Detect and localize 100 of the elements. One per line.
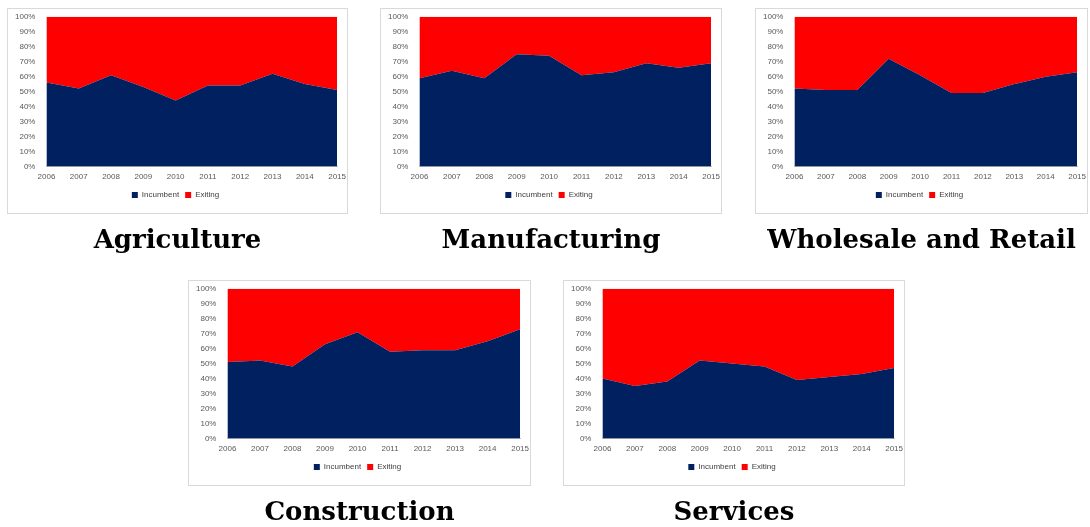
y-tick-label: 0% [579,433,592,443]
x-tick-label: 2009 [134,172,153,182]
y-tick-label: 10% [575,418,592,428]
x-tick-label: 2010 [911,172,930,182]
y-tick-label: 100% [570,284,592,293]
x-tick-label: 2010 [723,444,742,454]
x-tick-label: 2014 [852,444,872,454]
y-tick-label: 30% [19,116,36,126]
x-tick-label: 2008 [475,172,494,182]
x-tick-label: 2012 [413,444,432,454]
y-tick-label: 10% [767,146,784,156]
y-tick-label: 50% [200,358,217,368]
x-tick-label: 2014 [478,444,498,454]
y-tick-label: 90% [392,26,409,36]
legend-label: Incumbent [698,462,737,472]
x-tick-label: 2007 [69,172,89,182]
y-tick-label: 40% [575,373,592,383]
y-tick-label: 50% [575,358,592,368]
legend-label: Exiting [568,190,593,200]
y-tick-label: 10% [200,418,217,428]
x-tick-label: 2006 [785,172,804,182]
y-tick-label: 100% [195,284,217,293]
x-tick-label: 2008 [658,444,677,454]
x-tick-label: 2015 [702,172,721,182]
legend-label: Incumbent [515,190,554,200]
y-tick-label: 20% [200,403,217,413]
x-tick-label: 2014 [295,172,315,182]
y-tick-label: 40% [767,101,784,111]
x-tick-label: 2006 [593,444,612,454]
y-tick-label: 0% [396,161,409,171]
y-tick-label: 70% [392,56,409,66]
y-tick-label: 30% [575,388,592,398]
y-tick-label: 100% [14,12,36,21]
y-tick-label: 100% [387,12,409,21]
y-tick-label: 60% [200,343,217,353]
legend-label: Incumbent [323,462,362,472]
x-tick-label: 2011 [755,444,774,454]
y-tick-label: 40% [200,373,217,383]
legend-label: Exiting [377,462,402,472]
x-tick-label: 2014 [1036,172,1056,182]
x-tick-label: 2009 [879,172,899,182]
y-tick-label: 70% [200,328,217,338]
x-tick-label: 2009 [690,444,710,454]
y-tick-label: 30% [767,116,784,126]
y-tick-label: 80% [392,41,409,51]
y-tick-label: 40% [19,101,36,111]
x-tick-label: 2011 [381,444,400,454]
y-tick-label: 0% [771,161,784,171]
y-tick-label: 90% [200,298,217,308]
x-tick-label: 2014 [669,172,689,182]
x-tick-label: 2008 [848,172,867,182]
x-tick-label: 2009 [316,444,335,454]
y-tick-label: 60% [575,343,592,353]
x-tick-label: 2007 [442,172,462,182]
x-tick-label: 2015 [511,444,530,454]
legend-label: Exiting [751,462,776,472]
x-tick-label: 2010 [540,172,559,182]
legend-label: Exiting [195,190,220,200]
y-tick-label: 80% [767,41,784,51]
y-tick-label: 30% [200,388,217,398]
x-tick-label: 2007 [251,444,270,454]
y-tick-label: 80% [200,313,217,323]
text: Agriculture [92,224,263,254]
y-tick-label: 20% [392,131,409,141]
x-tick-label: 2008 [283,444,302,454]
x-tick-label: 2012 [973,172,993,182]
y-tick-label: 20% [575,403,592,413]
x-tick-label: 2009 [507,172,527,182]
y-tick-label: 70% [767,56,784,66]
legend-label: Incumbent [141,190,180,200]
y-tick-label: 70% [19,56,36,66]
x-tick-label: 2013 [820,444,839,454]
legend-label: Incumbent [885,190,924,200]
x-tick-label: 2013 [263,172,282,182]
x-tick-label: 2006 [218,444,237,454]
x-tick-label: 2013 [637,172,656,182]
x-tick-label: 2006 [410,172,429,182]
legend-label: Exiting [939,190,964,200]
y-tick-label: 80% [575,313,592,323]
x-tick-label: 2010 [166,172,186,182]
y-tick-label: 50% [392,86,409,96]
x-tick-label: 2012 [604,172,624,182]
y-tick-label: 30% [392,116,409,126]
y-tick-label: 100% [762,12,784,21]
x-tick-label: 2006 [37,172,56,182]
y-tick-label: 60% [392,71,409,81]
x-tick-label: 2011 [572,172,591,182]
y-tick-label: 0% [204,433,217,443]
y-tick-label: 60% [19,71,36,81]
x-tick-label: 2012 [231,172,250,182]
x-tick-label: 2015 [1068,172,1087,182]
x-tick-label: 2008 [102,172,121,182]
y-tick-label: 70% [575,328,592,338]
y-tick-label: 20% [767,131,784,141]
x-tick-label: 2012 [787,444,807,454]
y-tick-label: 50% [767,86,784,96]
x-tick-label: 2011 [199,172,218,182]
text: Services [672,496,796,526]
x-tick-label: 2013 [446,444,465,454]
y-tick-label: 80% [19,41,36,51]
